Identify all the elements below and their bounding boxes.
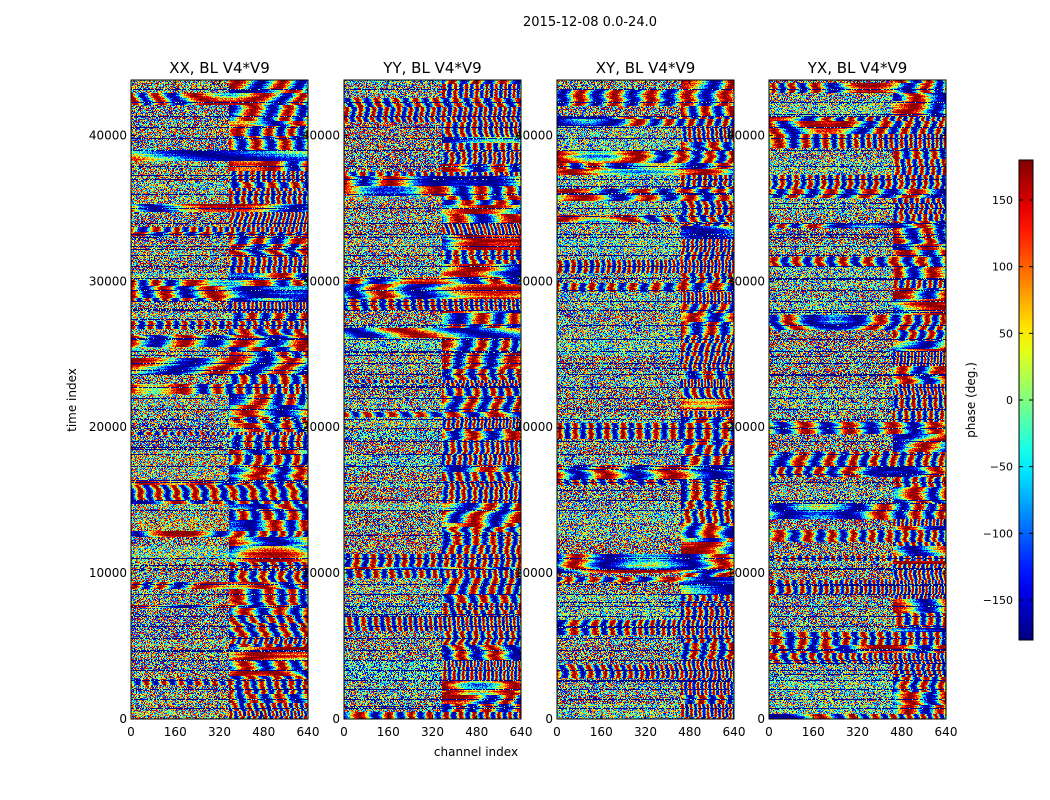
x-tick-label: 640 <box>723 725 746 739</box>
x-tick-label: 640 <box>297 725 320 739</box>
y-tick-label: 20000 <box>727 420 765 434</box>
x-tick-label: 480 <box>465 725 488 739</box>
panel-title: YY, BL V4*V9 <box>382 59 481 77</box>
panel-title: XY, BL V4*V9 <box>596 59 696 77</box>
x-tick-label: 320 <box>421 725 444 739</box>
phase-heatmap <box>131 80 308 719</box>
panel-yy: YY, BL V4*V9 0 160 320 480 640 0 10000 20000 3000… <box>302 59 533 739</box>
x-tick-label: 480 <box>252 725 275 739</box>
colorbar-tick-label: 100 <box>992 261 1013 274</box>
colorbar: 150 100 50 0 −50 −100 −150 <box>983 159 1034 641</box>
colorbar-tick-label: −50 <box>990 461 1013 474</box>
colorbar-label: phase (deg.) <box>964 362 978 438</box>
phase-heatmap <box>344 80 521 719</box>
panel-yx: YX, BL V4*V9 0 160 320 480 640 0 10000 20000 3000… <box>727 59 958 739</box>
y-tick-label: 0 <box>332 712 340 726</box>
colorbar-tick-label: −150 <box>983 594 1013 607</box>
x-axis-label: channel index <box>434 745 518 759</box>
panel-title: YX, BL V4*V9 <box>807 59 908 77</box>
y-tick-label: 40000 <box>727 128 765 142</box>
y-tick-label: 0 <box>545 712 553 726</box>
y-tick-label: 30000 <box>89 274 127 288</box>
y-tick-label: 20000 <box>89 420 127 434</box>
x-tick-label: 320 <box>846 725 869 739</box>
x-tick-label: 160 <box>164 725 187 739</box>
panels: XX, BL V4*V9 0 160 320 480 640 0 10000 20000 3000… <box>89 59 958 739</box>
y-tick-label: 10000 <box>727 566 765 580</box>
y-tick-label: 0 <box>757 712 765 726</box>
y-tick-label: 20000 <box>302 420 340 434</box>
colorbar-tick-label: 50 <box>999 327 1013 340</box>
x-tick-label: 160 <box>590 725 613 739</box>
x-tick-label: 480 <box>678 725 701 739</box>
figure-title: 2015-12-08 0.0-24.0 <box>523 15 657 30</box>
x-tick-label: 0 <box>340 725 348 739</box>
y-tick-label: 30000 <box>727 274 765 288</box>
y-tick-label: 10000 <box>302 566 340 580</box>
y-tick-label: 40000 <box>302 128 340 142</box>
y-tick-label: 40000 <box>89 128 127 142</box>
phase-heatmap <box>557 80 734 719</box>
x-tick-label: 320 <box>634 725 657 739</box>
x-tick-label: 320 <box>208 725 231 739</box>
x-tick-label: 640 <box>935 725 958 739</box>
y-tick-label: 10000 <box>515 566 553 580</box>
x-tick-label: 480 <box>890 725 913 739</box>
x-tick-label: 160 <box>802 725 825 739</box>
x-tick-label: 160 <box>377 725 400 739</box>
x-tick-label: 0 <box>127 725 135 739</box>
panel-xx: XX, BL V4*V9 0 160 320 480 640 0 10000 20000 3000… <box>89 59 320 739</box>
phase-heatmap <box>769 80 946 719</box>
y-tick-label: 30000 <box>515 274 553 288</box>
x-tick-label: 0 <box>553 725 561 739</box>
y-tick-label: 30000 <box>302 274 340 288</box>
colorbar-tick-label: 150 <box>992 194 1013 207</box>
colorbar-tick-label: −100 <box>983 527 1013 540</box>
x-tick-label: 0 <box>765 725 773 739</box>
y-tick-label: 20000 <box>515 420 553 434</box>
y-axis-label: time index <box>65 368 79 432</box>
y-tick-label: 40000 <box>515 128 553 142</box>
panel-xy: XY, BL V4*V9 0 160 320 480 640 0 10000 20000 3000… <box>515 59 746 739</box>
x-tick-label: 640 <box>510 725 533 739</box>
colorbar-tick-label: 0 <box>1006 394 1013 407</box>
panel-title: XX, BL V4*V9 <box>169 59 270 77</box>
y-tick-label: 0 <box>119 712 127 726</box>
y-tick-label: 10000 <box>89 566 127 580</box>
